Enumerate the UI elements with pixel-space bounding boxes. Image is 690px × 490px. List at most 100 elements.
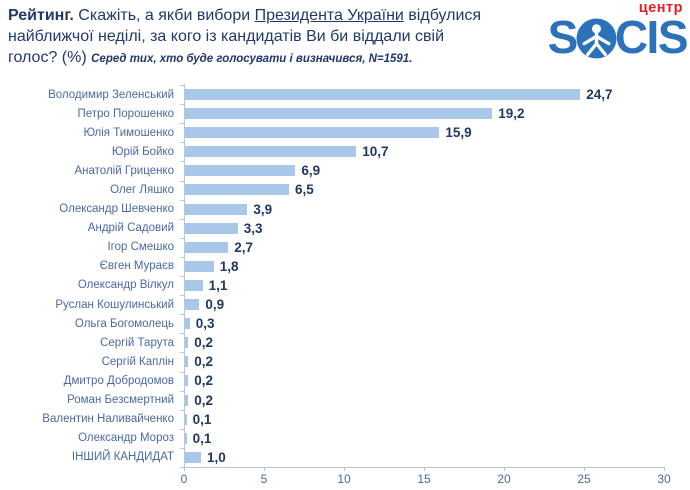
y-axis-tick: [180, 123, 184, 125]
chart-rows: Володимир Зеленський 24,7 Петро Порошенко 1…: [0, 85, 690, 467]
y-axis-tick: [180, 142, 184, 144]
chart-row: Руслан Кошулинський 0,9: [0, 295, 690, 314]
category-label: Анатолій Гриценко: [74, 164, 175, 177]
y-axis-tick: [180, 447, 184, 449]
logo-centr-label: центр: [638, 0, 683, 16]
chart-row: Сергій Каплін 0,2: [0, 352, 690, 371]
bar-zone: 10,7: [185, 142, 690, 161]
category-label: Володимир Зеленський: [48, 88, 174, 101]
x-axis-tick-label: 30: [657, 472, 671, 486]
bar: [185, 337, 189, 349]
x-axis-tick-label: 10: [337, 472, 351, 486]
bar: [185, 260, 214, 272]
value-label: 10,7: [362, 144, 389, 160]
x-axis-tick: [504, 467, 505, 471]
chart-row: Юрій Бойко 10,7: [0, 142, 690, 161]
y-axis-tick: [180, 218, 184, 220]
chart-row: Роман Безсмертний 0,2: [0, 391, 690, 410]
chart-row: Олександр Шевченко 3,9: [0, 200, 690, 219]
category-label: Олег Ляшко: [110, 184, 174, 197]
value-label: 0,9: [205, 297, 225, 313]
y-axis-tick: [180, 237, 184, 239]
bar: [185, 165, 296, 177]
y-axis-tick: [180, 161, 184, 163]
bar: [185, 108, 493, 120]
bar-zone: 1,0: [185, 448, 690, 467]
chart-row: Валентин Наливайченко 0,1: [0, 410, 690, 429]
vitruvian-man-icon: [576, 16, 617, 59]
category-label: Олександр Мороз: [78, 432, 174, 445]
value-label: 0,2: [194, 373, 213, 389]
bar-zone: 2,7: [185, 238, 690, 257]
category-label: Ігор Смешко: [107, 241, 174, 254]
y-axis-tick: [180, 85, 184, 86]
value-label: 1,0: [207, 449, 226, 465]
y-axis-tick: [180, 333, 184, 335]
bar: [185, 413, 187, 425]
value-label: 0,3: [195, 316, 215, 332]
bar-zone: 0,9: [185, 295, 690, 314]
value-label: 0,1: [192, 411, 212, 427]
rating-bar-chart: Володимир Зеленський 24,7 Петро Порошенко 1…: [0, 84, 690, 486]
bar: [185, 451, 201, 463]
category-label: Валентин Наливайченко: [42, 413, 174, 426]
bar-zone: 19,2: [185, 104, 690, 123]
x-axis-tick: [264, 467, 265, 471]
category-label: Ольга Богомолець: [74, 317, 174, 330]
bar: [185, 279, 203, 291]
category-label: Петро Порошенко: [77, 107, 174, 120]
category-label: Роман Безсмертний: [67, 394, 174, 407]
chart-row: Олег Ляшко 6,5: [0, 180, 690, 199]
value-label: 0,2: [194, 335, 213, 351]
bar-zone: 0,1: [185, 410, 690, 429]
bar: [185, 375, 189, 387]
bar-zone: 1,1: [185, 276, 690, 295]
sample-note: Серед тих, хто буде голосувати і визначи…: [91, 53, 413, 65]
value-label: 6,9: [301, 163, 321, 179]
value-label: 0,2: [194, 392, 213, 408]
category-label: Юлія Тимошенко: [83, 126, 174, 139]
bar: [185, 203, 248, 215]
value-label: 15,9: [445, 125, 472, 141]
chart-row: Анатолій Гриценко 6,9: [0, 161, 690, 180]
bar: [185, 241, 229, 253]
logo-letters-cis: CIS: [614, 11, 689, 63]
bar: [185, 318, 190, 330]
bar: [185, 394, 189, 406]
category-label: ІНШИЙ КАНДИДАТ: [71, 451, 174, 464]
question-underlined-text: Президента України: [254, 7, 404, 24]
bar: [185, 184, 289, 196]
x-axis-tick-label: 0: [180, 472, 188, 486]
question-line-3: голос? (%) Серед тих, хто буде голосуват…: [8, 47, 564, 70]
y-axis-tick: [180, 371, 184, 373]
category-label: Дмитро Добродомов: [63, 374, 174, 387]
chart-row: ІНШИЙ КАНДИДАТ 1,0: [0, 448, 690, 467]
x-axis-tick: [344, 467, 345, 471]
x-axis-tick-label: 5: [260, 472, 268, 486]
value-label: 3,9: [253, 201, 273, 217]
socis-logo: центр S CIS: [548, 0, 689, 63]
bar-zone: 6,9: [185, 161, 690, 180]
bar-zone: 0,2: [185, 352, 690, 371]
value-label: 3,3: [243, 220, 263, 236]
y-axis-tick: [180, 180, 184, 182]
category-label: Юрій Бойко: [111, 145, 174, 158]
y-axis-tick: [180, 295, 184, 297]
y-axis-tick: [180, 409, 184, 411]
bar-zone: 0,1: [185, 429, 690, 448]
category-label: Андрій Садовий: [87, 222, 174, 235]
question-text: Скажіть, а якби вибори: [73, 7, 255, 24]
chart-row: Дмитро Добродомов 0,2: [0, 371, 690, 390]
chart-row: Петро Порошенко 19,2: [0, 104, 690, 123]
x-axis-tick-label: 20: [497, 472, 511, 486]
value-label: 0,1: [192, 430, 212, 446]
bar-zone: 3,9: [185, 200, 690, 219]
bar: [185, 222, 238, 234]
value-label: 0,2: [194, 354, 213, 370]
y-axis-tick: [180, 352, 184, 354]
bar: [185, 356, 189, 368]
category-label: Сергій Каплін: [101, 355, 174, 368]
value-label: 1,1: [208, 277, 228, 293]
bar-zone: 3,3: [185, 219, 690, 238]
bar-zone: 24,7: [185, 85, 690, 104]
